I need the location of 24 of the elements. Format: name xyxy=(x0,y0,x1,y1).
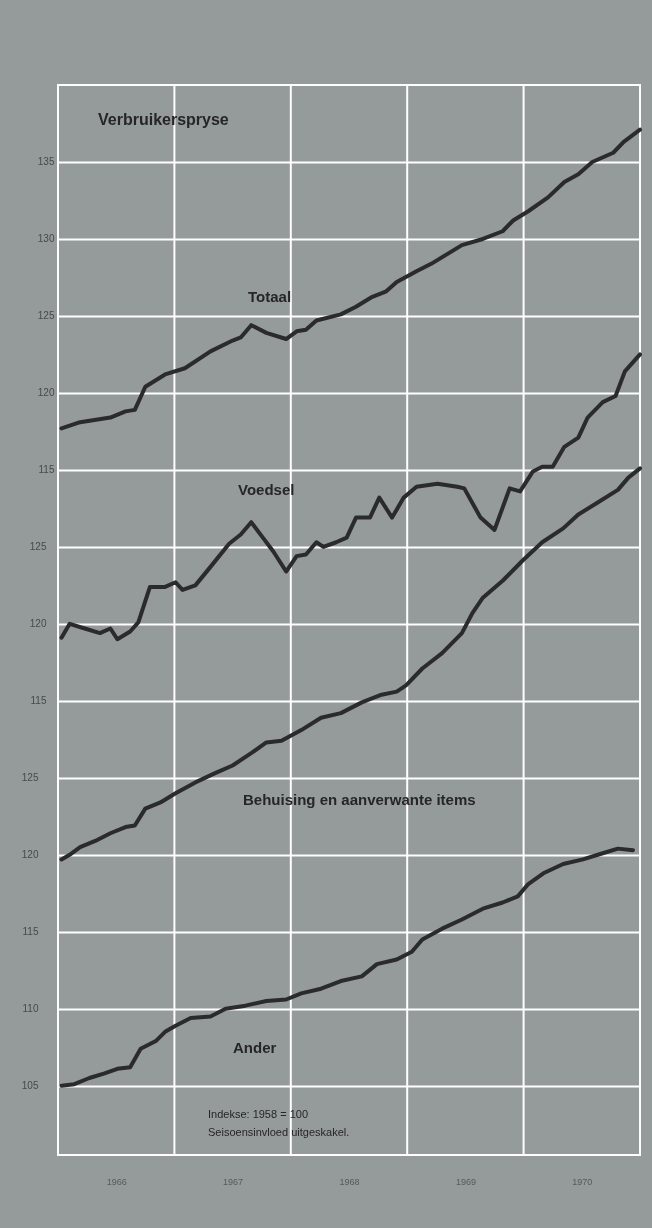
annotation: Seisoensinvloed uitgeskakel. xyxy=(208,1126,350,1138)
y-tick-label: 125 xyxy=(37,310,55,322)
y2-tick-label: 120 xyxy=(29,618,47,630)
y-tick-label: 115 xyxy=(38,464,55,476)
y3-tick-label: 120 xyxy=(21,849,39,861)
line-series xyxy=(59,352,642,642)
y3-tick-label: 110 xyxy=(22,1003,39,1015)
text: Ander xyxy=(233,1039,277,1056)
y-tick-label: 130 xyxy=(37,233,55,245)
x-tick-label: 1966 xyxy=(106,1176,127,1187)
series-label: Totaal xyxy=(248,288,292,305)
y-tick-label: 120 xyxy=(37,387,55,399)
x-tick-label: 1967 xyxy=(223,1176,244,1187)
y3-tick-label: 125 xyxy=(21,772,39,784)
y3-tick-label: 105 xyxy=(21,1080,39,1092)
x-tick-label: 1968 xyxy=(339,1176,360,1187)
line-series xyxy=(59,466,642,862)
x-tick-label: 1970 xyxy=(572,1176,593,1187)
line-series xyxy=(59,846,636,1088)
x-tick-label: 1969 xyxy=(455,1176,476,1187)
y2-tick-label: 125 xyxy=(29,541,47,553)
y-tick-label: 135 xyxy=(37,156,55,168)
y3-tick-label: 115 xyxy=(22,926,39,938)
line-series xyxy=(59,127,642,431)
